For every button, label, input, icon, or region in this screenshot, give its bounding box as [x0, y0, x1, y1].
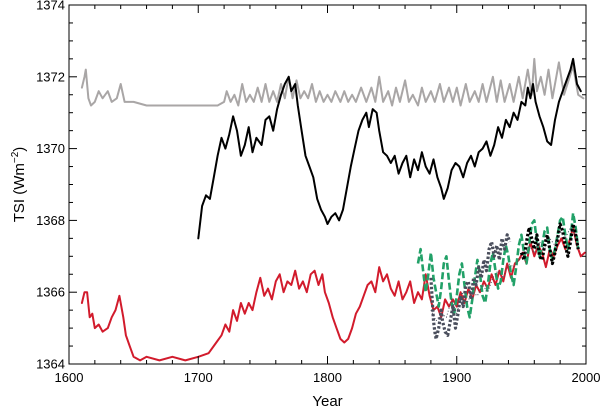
x-tick-label: 1600 [55, 370, 84, 385]
series-line-1 [80, 57, 585, 107]
tick-layer: 1600 1700 1800 1900 2000 1364 1366 1368 1370 1372… [36, 0, 600, 385]
x-axis-title: Year [312, 393, 342, 410]
y-axis-title-main: TSI (Wm [11, 163, 28, 222]
y-tick-label: 1368 [36, 213, 65, 228]
series-line-4 [416, 211, 580, 319]
x-tick-label: 2000 [572, 370, 600, 385]
series-line-6 [519, 222, 580, 266]
plot-frame [68, 4, 587, 365]
x-tick-label: 1700 [184, 370, 213, 385]
y-tick-label: 1372 [36, 69, 65, 84]
y-tick-label: 1364 [36, 357, 65, 372]
y-tick-label: 1374 [36, 0, 65, 13]
series-line-3 [80, 226, 586, 362]
y-axis-title: TSI (Wm−2) [10, 147, 28, 223]
y-tick-label: 1366 [36, 285, 65, 300]
series-layer [80, 57, 586, 362]
y-axis-title-close: ) [11, 147, 28, 152]
y-axis-title-sup: −2 [10, 151, 21, 163]
y-tick-label: 1370 [36, 141, 65, 156]
x-tick-label: 1900 [442, 370, 471, 385]
series-line-5 [429, 233, 512, 341]
x-tick-label: 1800 [313, 370, 342, 385]
series-line-2 [197, 57, 582, 240]
